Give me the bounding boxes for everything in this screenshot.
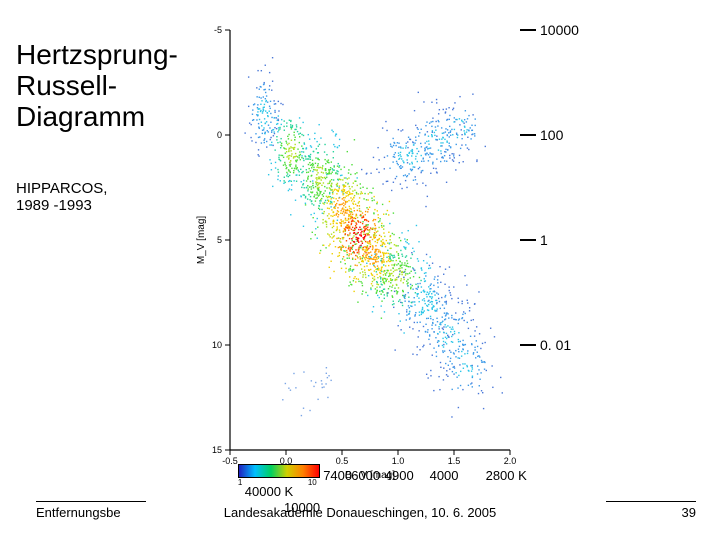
luminosity-tick — [520, 239, 536, 241]
svg-text:2.0: 2.0 — [504, 456, 517, 466]
luminosity-tick — [520, 134, 536, 136]
temperature-label: 6000 — [351, 468, 380, 483]
footer-rule-right — [606, 501, 696, 502]
page-subtitle: HIPPARCOS, 1989 -1993 — [16, 180, 107, 214]
svg-text:1.5: 1.5 — [448, 456, 461, 466]
footer-left: Entfernungsbe — [36, 505, 121, 520]
footer-center: Landesakademie Donaueschingen, 10. 6. 20… — [224, 505, 497, 520]
luminosity-label: 10000 — [540, 22, 579, 38]
svg-text:1.0: 1.0 — [392, 456, 405, 466]
svg-text:-5: -5 — [214, 25, 222, 35]
svg-text:M_V [mag]: M_V [mag] — [196, 216, 207, 265]
temperature-label: 4900 — [385, 468, 414, 483]
colorbar-gradient — [238, 464, 320, 478]
svg-text:5: 5 — [217, 235, 222, 245]
svg-text:0: 0 — [217, 130, 222, 140]
luminosity-label: 1 — [540, 232, 548, 248]
luminosity-tick — [520, 29, 536, 31]
footer-page-number: 39 — [682, 505, 696, 520]
colorbar-tick: 1 — [238, 478, 242, 487]
svg-text:15: 15 — [212, 445, 222, 455]
page-title: Hertzsprung- Russell- Diagramm — [16, 40, 178, 132]
temperature-label: 4000 — [430, 468, 459, 483]
svg-text:0.5: 0.5 — [336, 456, 349, 466]
hr-diagram-svg: -5051015M_V [mag]-0.50.00.51.01.52.0B - … — [190, 20, 520, 480]
luminosity-tick — [520, 344, 536, 346]
density-colorbar: 110 — [238, 464, 320, 478]
luminosity-label: 0. 01 — [540, 337, 571, 353]
footer-rule-left — [36, 501, 146, 502]
temperature-label: 40000 K — [245, 484, 293, 499]
temperature-label: 7400 — [323, 468, 352, 483]
hr-diagram-chart: -5051015M_V [mag]-0.50.00.51.01.52.0B - … — [190, 20, 520, 480]
svg-text:-0.5: -0.5 — [222, 456, 238, 466]
colorbar-tick: 10 — [308, 478, 317, 487]
temperature-label: 2800 K — [486, 468, 527, 483]
luminosity-label: 100 — [540, 127, 563, 143]
svg-text:10: 10 — [212, 340, 222, 350]
